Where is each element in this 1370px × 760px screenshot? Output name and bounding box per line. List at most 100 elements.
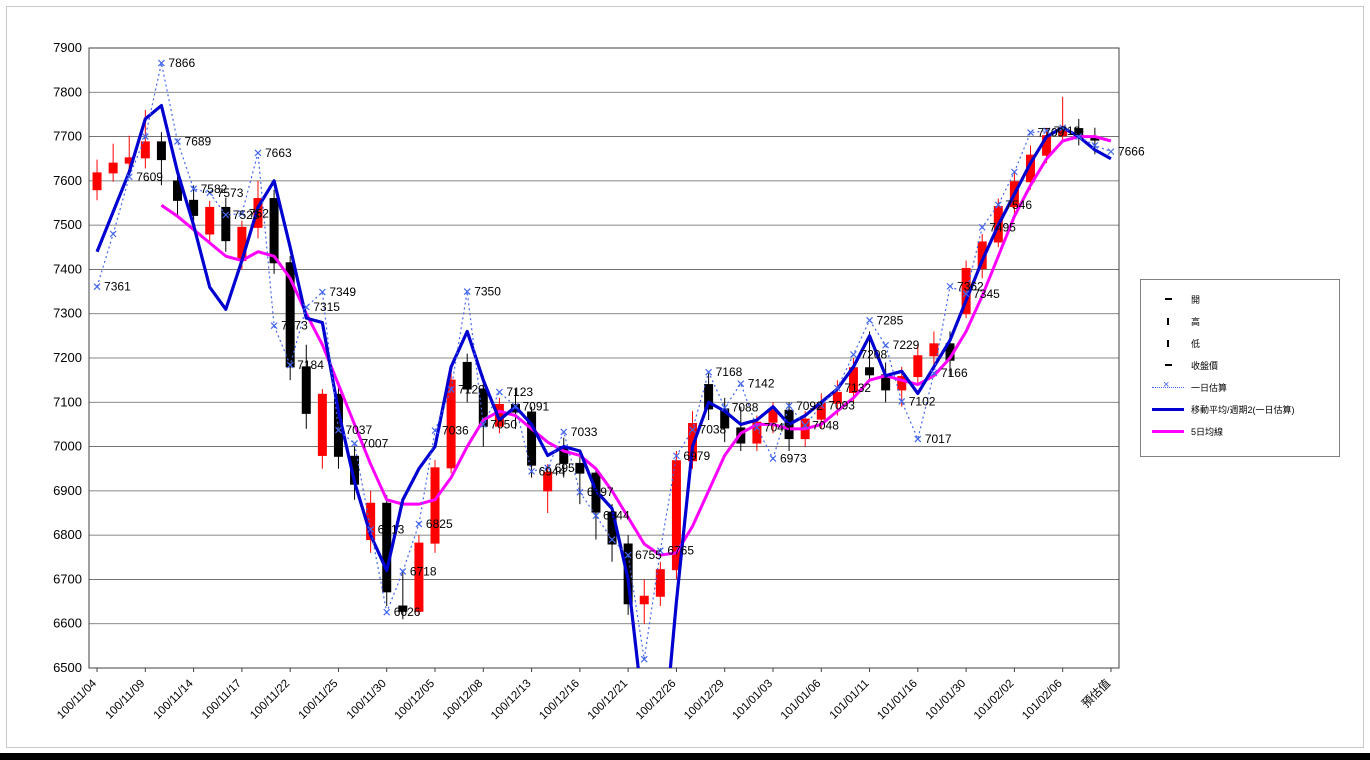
svg-text:101/01/03: 101/01/03	[730, 678, 775, 723]
svg-text:7184: 7184	[297, 358, 324, 372]
svg-text:100/12/21: 100/12/21	[586, 678, 631, 723]
svg-text:100/12/05: 100/12/05	[392, 678, 437, 723]
svg-text:7362: 7362	[957, 279, 984, 293]
svg-text:7091: 7091	[522, 399, 549, 413]
svg-text:7523: 7523	[233, 208, 260, 222]
legend-label: 一日估算	[1191, 382, 1228, 393]
svg-text:7349: 7349	[329, 285, 356, 299]
legend-sample-icon	[1151, 429, 1185, 433]
svg-text:100/12/16: 100/12/16	[537, 678, 582, 723]
svg-text:7132: 7132	[844, 381, 871, 395]
svg-text:7037: 7037	[345, 423, 372, 437]
svg-text:7689: 7689	[185, 134, 212, 148]
legend-sample-icon	[1151, 339, 1185, 347]
svg-text:7700: 7700	[53, 129, 82, 144]
svg-text:6800: 6800	[53, 527, 82, 542]
svg-text:7663: 7663	[265, 146, 292, 160]
legend-label: 收盤價	[1191, 360, 1219, 371]
svg-text:100/11/09: 100/11/09	[103, 678, 147, 722]
legend-item-2: 低	[1151, 332, 1333, 354]
legend-item-3: 收盤價	[1151, 354, 1333, 376]
svg-text:100/11/30: 100/11/30	[345, 678, 389, 722]
svg-text:100/11/22: 100/11/22	[248, 678, 292, 722]
svg-text:6952: 6952	[555, 461, 582, 475]
price-chart-svg: 6500 6600 6700 6800 6900 7000 7100 7200 7300 7400…	[53, 40, 1145, 722]
svg-text:7582: 7582	[201, 182, 228, 196]
svg-text:7315: 7315	[313, 300, 340, 314]
svg-text:7166: 7166	[941, 366, 968, 380]
legend-label: 低	[1191, 338, 1201, 349]
svg-text:101/01/06: 101/01/06	[779, 678, 824, 723]
svg-text:7208: 7208	[860, 347, 887, 361]
svg-text:6600: 6600	[53, 616, 82, 631]
svg-text:7017: 7017	[925, 432, 952, 446]
svg-text:6844: 6844	[603, 509, 630, 523]
svg-text:6944: 6944	[539, 464, 566, 478]
bottom-bar	[0, 753, 1370, 760]
estimate-x-markers	[93, 59, 1115, 663]
legend-label: 移動平均/週期2(一日估算)	[1191, 404, 1295, 415]
svg-text:7033: 7033	[571, 425, 598, 439]
svg-text:7036: 7036	[442, 424, 469, 438]
svg-text:7123: 7123	[506, 385, 533, 399]
svg-text:7500: 7500	[53, 217, 82, 232]
svg-text:7200: 7200	[53, 350, 82, 365]
legend-item-6: 5日均線	[1151, 420, 1333, 442]
svg-text:7229: 7229	[893, 338, 920, 352]
svg-text:7361: 7361	[104, 280, 131, 294]
svg-text:6626: 6626	[394, 605, 421, 619]
svg-text:7345: 7345	[973, 287, 1000, 301]
svg-text:6900: 6900	[53, 483, 82, 498]
legend-sample-icon	[1151, 364, 1185, 366]
svg-text:6813: 6813	[378, 522, 405, 536]
svg-text:6500: 6500	[53, 660, 82, 675]
svg-text:7526: 7526	[249, 207, 276, 221]
svg-text:6755: 6755	[635, 548, 662, 562]
svg-text:7093: 7093	[828, 398, 855, 412]
legend-label: 高	[1191, 316, 1201, 327]
svg-text:7800: 7800	[53, 84, 82, 99]
svg-text:100/12/08: 100/12/08	[441, 678, 486, 723]
svg-text:6973: 6973	[780, 452, 807, 466]
svg-text:7038: 7038	[700, 423, 727, 437]
svg-text:7573: 7573	[217, 186, 244, 200]
svg-text:7285: 7285	[877, 313, 904, 327]
legend-item-1: 高	[1151, 310, 1333, 332]
svg-text:7600: 7600	[53, 173, 82, 188]
svg-text:7709: 7709	[1037, 126, 1064, 140]
legend-sample-icon	[1151, 298, 1185, 300]
legend-label: 開	[1191, 294, 1201, 305]
svg-text:101/01/16: 101/01/16	[875, 678, 920, 723]
legend-item-4: × 一日估算	[1151, 376, 1333, 398]
svg-text:7043: 7043	[764, 421, 791, 435]
svg-text:7100: 7100	[53, 394, 82, 409]
svg-text:7900: 7900	[53, 40, 82, 55]
svg-text:100/12/29: 100/12/29	[682, 678, 727, 723]
svg-text:100/11/25: 100/11/25	[297, 678, 341, 722]
svg-text:6718: 6718	[410, 564, 437, 578]
estimate-dotted-line	[96, 62, 1112, 660]
chart-legend: 開高低收盤價 × 一日估算移動平均/週期2(一日估算) 5日均線	[1140, 279, 1340, 457]
svg-text:7142: 7142	[748, 377, 775, 391]
ma2-line	[95, 103, 1112, 668]
svg-text:101/02/02: 101/02/02	[972, 678, 1017, 723]
svg-text:7400: 7400	[53, 261, 82, 276]
svg-text:7050: 7050	[490, 417, 517, 431]
svg-text:7713: 7713	[1054, 124, 1081, 138]
svg-text:101/02/06: 101/02/06	[1020, 678, 1065, 723]
legend-item-0: 開	[1151, 288, 1333, 310]
svg-text:7866: 7866	[168, 56, 195, 70]
legend-item-5: 移動平均/週期2(一日估算)	[1151, 398, 1333, 420]
svg-text:6700: 6700	[53, 571, 82, 586]
svg-text:6897: 6897	[587, 485, 614, 499]
svg-text:7007: 7007	[362, 436, 389, 450]
ma5-line	[160, 135, 1112, 557]
svg-text:7168: 7168	[716, 365, 743, 379]
svg-text:6765: 6765	[667, 544, 694, 558]
svg-text:7048: 7048	[812, 418, 839, 432]
svg-text:7088: 7088	[732, 401, 759, 415]
x-axis-labels: 100/11/04 100/11/09 100/11/14 100/11/17 100/…	[55, 668, 1113, 722]
legend-sample-icon	[1151, 407, 1185, 411]
svg-text:100/11/04: 100/11/04	[55, 677, 99, 721]
legend-sample-icon	[1151, 317, 1185, 325]
